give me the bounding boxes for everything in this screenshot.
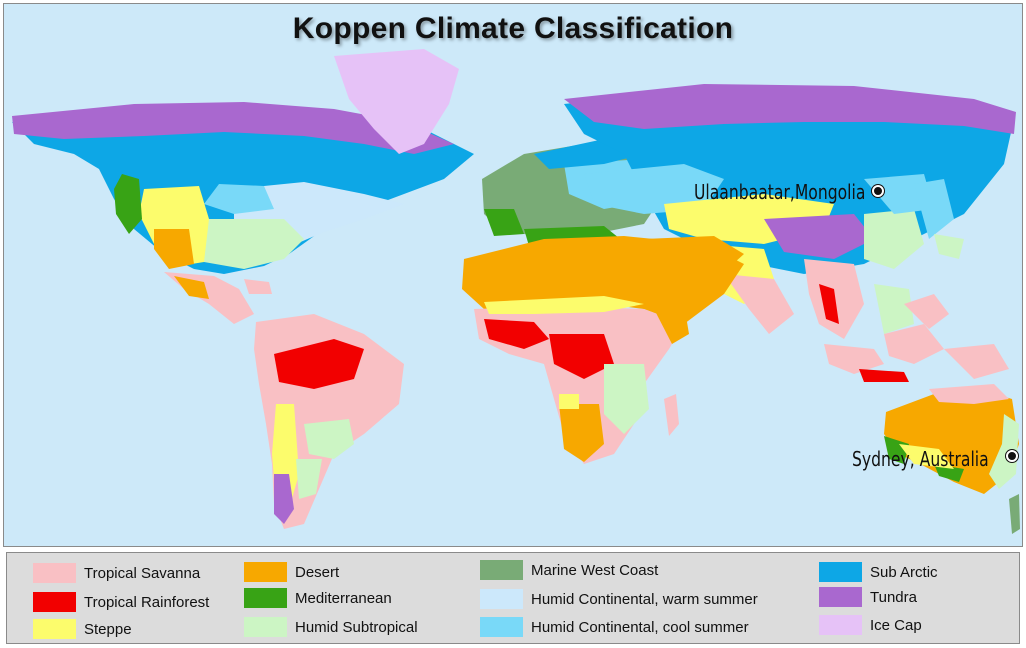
southeast-asia-islands [824,294,1009,382]
new-zealand [1009,494,1020,534]
sydney-label: Sydney, Australia [852,447,989,471]
map-title: Koppen Climate Classification [292,12,734,45]
legend-swatch [480,560,523,580]
legend-item-desert: Desert [244,561,339,583]
legend-swatch [244,562,287,582]
legend-item-humid-continental-cool: Humid Continental, cool summer [480,616,749,638]
madagascar [664,394,679,436]
legend-label: Mediterranean [295,589,392,607]
greenland [334,49,459,154]
legend-label: Marine West Coast [531,561,659,579]
legend-item-humid-subtropical: Humid Subtropical [244,616,418,638]
legend-label: Humid Continental, warm summer [531,590,758,608]
legend-swatch [33,592,76,612]
world-map: Koppen Climate Classification Ulaanbaata… [3,3,1023,547]
south-america [254,314,404,529]
legend-swatch [33,619,76,639]
map-legend: Tropical Savanna Tropical Rainforest Ste… [6,552,1020,644]
legend-item-ice-cap: Ice Cap [819,614,922,636]
legend-label: Humid Continental, cool summer [531,618,749,636]
legend-label: Desert [295,563,340,581]
legend-swatch [33,563,76,583]
legend-item-tundra: Tundra [819,586,917,608]
legend-swatch [480,617,523,637]
legend-swatch [819,587,862,607]
sydney-marker [1006,450,1018,462]
legend-swatch [819,615,862,635]
ulaanbaatar-marker [872,185,884,197]
legend-label: Tropical Rainforest [84,593,210,611]
legend-item-humid-continental-warm: Humid Continental, warm summer [480,588,758,610]
north-america [12,102,474,324]
legend-item-mediterranean: Mediterranean [244,587,392,609]
legend-item-tropical-rainforest: Tropical Rainforest [33,591,209,613]
africa [474,296,689,464]
legend-item-tropical-savanna: Tropical Savanna [33,562,200,584]
legend-label: Sub Arctic [870,563,938,581]
legend-item-sub-arctic: Sub Arctic [819,561,938,583]
iran-desert [644,236,744,272]
legend-swatch [480,589,523,609]
australia [884,384,1019,494]
ulaanbaatar-label: Ulaanbaatar,Mongolia [694,180,866,204]
legend-swatch [244,617,287,637]
legend-item-steppe: Steppe [33,618,132,640]
legend-label: Tropical Savanna [84,564,201,582]
legend-swatch [244,588,287,608]
legend-label: Tundra [870,588,917,606]
legend-label: Steppe [84,620,132,638]
legend-item-marine-west-coast: Marine West Coast [480,559,658,581]
legend-label: Ice Cap [870,616,922,634]
legend-swatch [819,562,862,582]
climate-map-graphic [12,49,1020,534]
legend-label: Humid Subtropical [295,618,418,636]
asia [564,84,1016,339]
